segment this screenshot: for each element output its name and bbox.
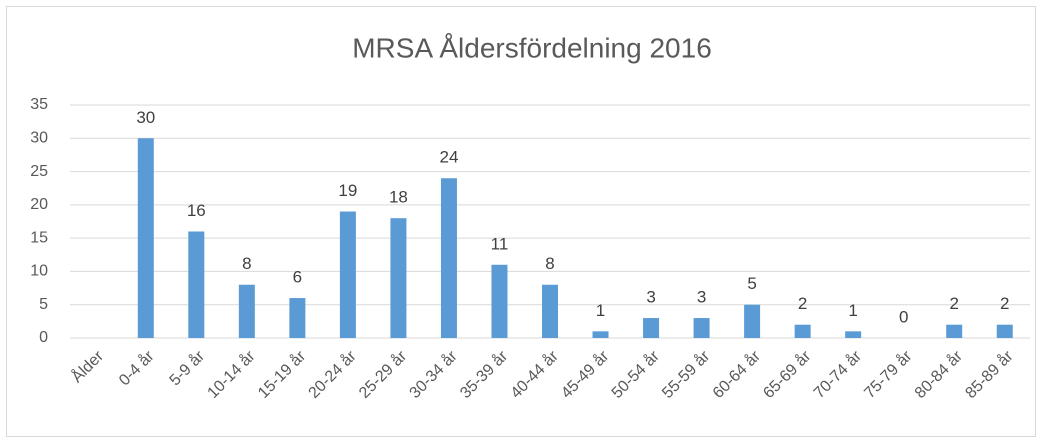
data-label: 2 xyxy=(1000,294,1009,313)
data-label: 3 xyxy=(697,288,706,307)
bar xyxy=(592,331,609,338)
bar xyxy=(794,324,811,338)
data-label: 24 xyxy=(439,148,458,167)
chart-border xyxy=(6,6,1036,437)
bar xyxy=(946,324,963,338)
bar xyxy=(238,284,255,338)
bar xyxy=(693,318,710,338)
y-tick-label: 30 xyxy=(30,130,48,147)
data-label: 1 xyxy=(848,301,857,320)
bar xyxy=(845,331,862,338)
bar xyxy=(744,304,761,338)
chart-title: MRSA Åldersfördelning 2016 xyxy=(352,32,712,63)
bar xyxy=(643,318,660,338)
data-label: 11 xyxy=(491,234,509,253)
bar xyxy=(339,211,356,338)
bar xyxy=(289,298,306,338)
y-tick-label: 10 xyxy=(30,263,48,280)
data-label: 8 xyxy=(242,254,251,273)
y-tick-label: 25 xyxy=(30,163,48,180)
y-tick-label: 35 xyxy=(30,96,48,113)
bar xyxy=(390,218,407,338)
data-label: 2 xyxy=(949,294,958,313)
data-label: 19 xyxy=(338,181,357,200)
data-label: 3 xyxy=(646,288,655,307)
bar xyxy=(137,138,154,338)
bar xyxy=(440,178,457,338)
bar xyxy=(188,231,205,338)
y-tick-label: 20 xyxy=(30,196,48,213)
data-label: 30 xyxy=(136,108,155,127)
data-label: 16 xyxy=(187,201,206,220)
data-label: 2 xyxy=(798,294,807,313)
data-label: 6 xyxy=(293,268,302,287)
data-label: 18 xyxy=(389,188,408,207)
bar xyxy=(542,284,558,338)
bar xyxy=(491,264,508,338)
data-label: 8 xyxy=(545,254,554,273)
bar xyxy=(996,324,1013,338)
data-label: 0 xyxy=(899,307,908,326)
y-tick-label: 0 xyxy=(39,329,48,346)
y-tick-label: 5 xyxy=(39,296,48,313)
data-label: 1 xyxy=(596,301,605,320)
y-tick-label: 15 xyxy=(30,229,48,246)
data-label: 5 xyxy=(747,274,756,293)
